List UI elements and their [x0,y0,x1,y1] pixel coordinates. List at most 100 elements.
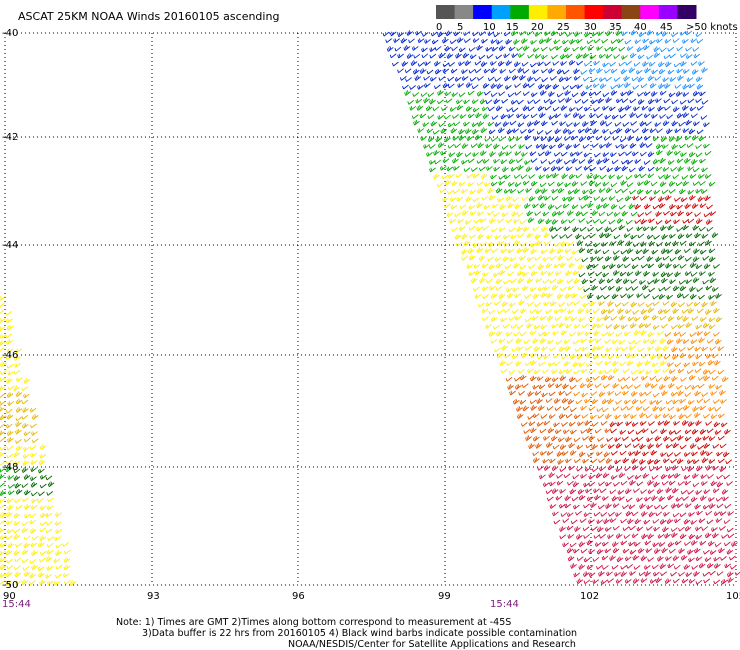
wind-barb [0,401,6,406]
wind-barb [683,157,691,164]
wind-barb [488,331,496,337]
wind-barb [652,392,660,398]
wind-barb [13,521,21,526]
wind-barb [642,406,650,411]
wind-barb [599,219,607,224]
wind-barb [547,204,555,210]
wind-barb [559,489,566,494]
wind-barb [564,293,572,299]
wind-barb [586,174,594,179]
wind-barb [563,473,571,479]
wind-barb [671,375,678,382]
wind-barb [503,189,511,194]
wind-barb [547,136,554,143]
wind-barb [630,234,637,240]
wind-barb [591,31,599,37]
wind-barb [707,540,715,547]
wind-barb [15,580,22,586]
wind-barb [683,474,691,480]
wind-barb [573,437,581,443]
legend-swatch [658,5,678,19]
wind-barb [684,480,692,486]
wind-barb [708,406,715,412]
wind-barb [615,332,623,337]
wind-barb [511,309,519,314]
wind-barb [447,189,454,195]
wind-barb [588,68,596,73]
wind-barb [21,549,29,555]
wind-barb [13,550,21,556]
wind-barb [659,360,667,366]
wind-barb [442,62,450,68]
wind-barb [479,166,486,172]
wind-barb [647,480,654,486]
wind-barb [625,497,633,503]
wind-barb [39,527,47,533]
wind-barb [613,323,621,330]
wind-barb [426,69,434,75]
wind-barb [645,121,652,127]
wind-barb [504,85,512,90]
wind-barb [602,152,610,157]
wind-barb [711,287,719,292]
wind-barb [684,271,692,276]
wind-barb [535,443,542,449]
wind-barb [590,77,598,83]
wind-barb [652,272,659,277]
wind-barb [553,519,561,525]
wind-barb [548,181,555,187]
wind-barb [580,429,588,434]
wind-barb [639,280,646,285]
wind-barb [453,31,461,37]
wind-barb [530,62,537,68]
wind-barb [510,99,518,105]
wind-barb [593,106,600,112]
wind-barb [602,181,610,187]
wind-barb [634,339,641,345]
wind-barb [565,53,573,59]
wind-barb [649,196,656,201]
wind-barb [456,104,464,111]
wind-barb [616,197,624,203]
wind-barb [648,511,656,518]
wind-barb [534,54,542,59]
wind-barb [560,61,567,66]
wind-barb [615,467,623,473]
wind-barb [682,404,690,411]
wind-barb [409,85,416,90]
wind-barb [466,136,474,142]
wind-barb [559,526,566,532]
wind-barb [444,179,452,186]
wind-barb [677,210,684,217]
wind-barb [660,225,667,232]
wind-barb [639,120,647,127]
wind-barb [458,128,465,135]
wind-barb [640,489,647,494]
wind-barb [674,362,682,368]
wind-barb [535,143,543,149]
wind-barb [454,234,462,240]
wind-barb [714,542,722,548]
wind-barb [514,293,521,299]
wind-barb [487,76,495,82]
wind-barb [583,557,591,563]
wind-barb [523,429,531,434]
wind-barb [691,451,698,457]
wind-barb [662,255,670,261]
wind-barb [636,226,644,232]
wind-barb [488,285,496,291]
wind-barb [666,272,674,278]
wind-barb [676,46,684,52]
wind-barb [583,287,591,293]
wind-barb [31,535,39,541]
wind-barb [29,559,37,564]
wind-barb [604,114,612,120]
wind-barb [644,203,651,210]
wind-barb [628,541,635,547]
wind-barb [671,99,679,105]
wind-barb [653,368,661,374]
wind-barb [22,453,30,459]
wind-barb [664,286,671,291]
wind-barb [551,120,559,126]
wind-barb [615,512,622,517]
